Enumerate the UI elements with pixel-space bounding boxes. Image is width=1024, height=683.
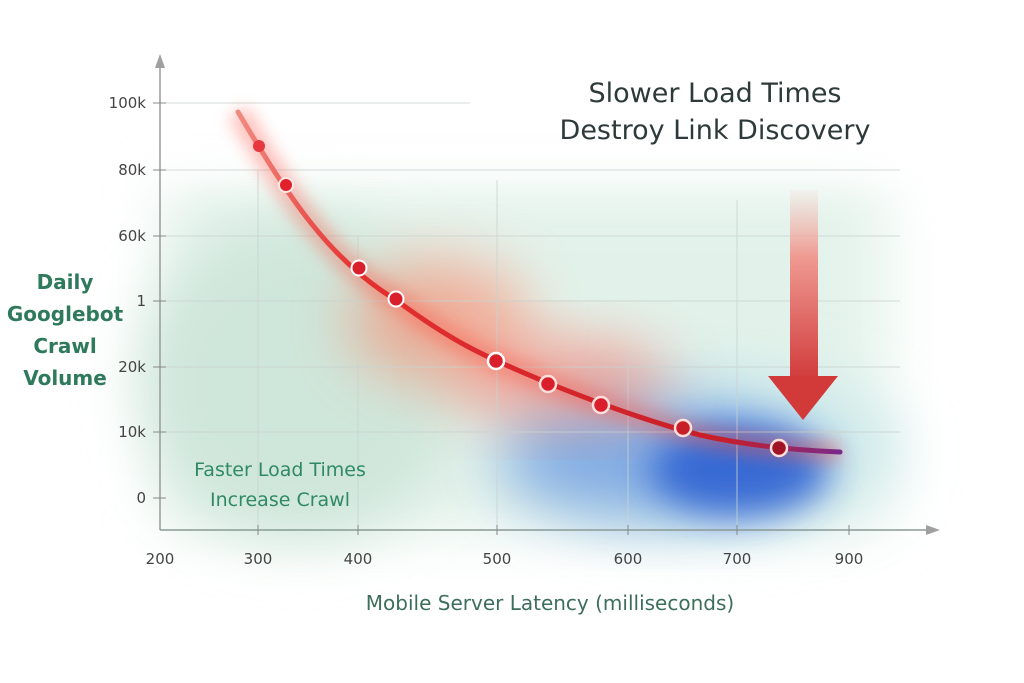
x-axis-arrow-icon [926,525,940,535]
data-point [769,438,789,458]
crawl-curve [228,106,843,463]
data-point [350,259,368,277]
y-tick-label: 0 [136,489,146,507]
annotation-line: Faster Load Times [194,459,366,481]
data-point [278,177,294,193]
y-tick-label: 80k [118,161,146,179]
x-tick-label: 300 [243,550,273,568]
axes [153,54,940,535]
x-axis-label: Mobile Server Latency (milliseconds) [365,591,735,615]
x-tick-label: 200 [145,550,175,568]
y-tick-label: 100k [108,94,146,112]
y-tick-label: 10k [118,423,146,441]
chart-title-line: Slower Load Times [588,78,842,109]
y-tick-label: 20k [118,358,146,376]
y-axis-label-line: Daily [36,270,94,294]
y-axis-label-line: Googlebot [6,302,124,326]
chart-title-line: Destroy Link Discovery [559,115,871,146]
y-tick-label: 60k [118,227,146,245]
data-point [538,374,558,394]
data-point [253,140,265,152]
y-axis-label-line: Crawl [33,334,97,358]
x-tick-label: 700 [722,550,752,568]
annotation-faster-load: Faster Load Times Increase Crawl [170,455,390,515]
y-axis-label-line: Volume [23,366,107,390]
x-tick-label: 900 [834,550,864,568]
y-axis-label: Daily Googlebot Crawl Volume [4,266,126,394]
data-point [673,418,693,438]
x-tick-label: 600 [613,550,643,568]
data-point [387,290,405,308]
data-point [591,395,611,415]
data-point [486,351,506,371]
y-axis-arrow-icon [155,54,165,68]
x-tick-label: 400 [343,550,373,568]
chart-title: Slower Load Times Destroy Link Discovery [540,75,890,149]
data-points [253,140,789,458]
annotation-line: Increase Crawl [210,489,350,511]
x-tick-label: 500 [482,550,512,568]
y-tick-label: 1 [136,292,146,310]
down-arrow-icon [768,190,838,420]
